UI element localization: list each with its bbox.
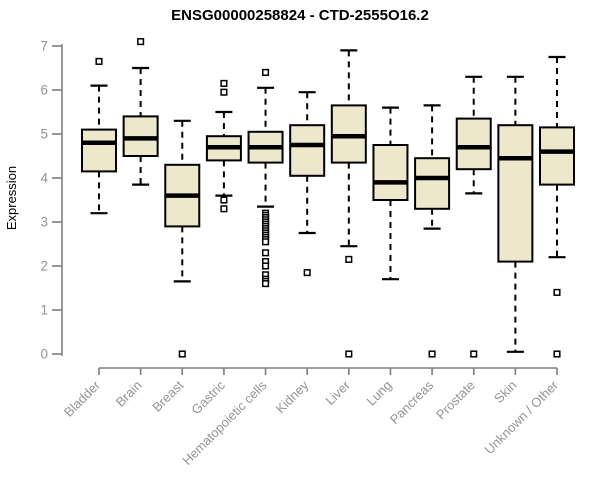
outlier-point bbox=[261, 262, 270, 270]
x-tick-label-pancreas: Pancreas bbox=[387, 377, 437, 427]
outlier-point bbox=[220, 88, 228, 96]
iqr-box bbox=[372, 144, 409, 201]
box-group-gastric bbox=[205, 79, 242, 213]
outlier-point bbox=[303, 269, 311, 277]
y-tick-label: 6 bbox=[40, 83, 48, 98]
outlier-point bbox=[220, 196, 228, 204]
outlier-point bbox=[220, 79, 228, 87]
box-group-bladder bbox=[81, 57, 117, 215]
box-group-lung bbox=[372, 106, 409, 281]
y-tick-label: 1 bbox=[40, 303, 48, 318]
y-tick-label: 5 bbox=[40, 127, 48, 142]
iqr-box bbox=[497, 124, 534, 263]
outlier-point bbox=[345, 350, 353, 358]
box-group-pancreas bbox=[414, 104, 451, 358]
iqr-box bbox=[289, 124, 326, 177]
y-tick-label: 4 bbox=[40, 171, 48, 186]
y-tick-label: 0 bbox=[40, 347, 48, 362]
box-group-unknown-other bbox=[539, 55, 575, 358]
outlier-point bbox=[261, 68, 270, 76]
y-axis-title: Expression bbox=[4, 166, 19, 230]
x-tick-label-prostate: Prostate bbox=[433, 378, 478, 423]
iqr-box bbox=[539, 126, 575, 186]
box-group-liver bbox=[330, 49, 367, 358]
box-group-brain bbox=[122, 38, 159, 186]
outlier-point bbox=[261, 280, 270, 288]
outlier-point bbox=[470, 350, 478, 358]
outlier-point bbox=[95, 57, 103, 65]
x-tick-label-bladder: Bladder bbox=[61, 377, 104, 420]
x-tick-label-gastric: Gastric bbox=[188, 377, 228, 417]
box-group-breast bbox=[164, 119, 201, 358]
box-group-prostate bbox=[455, 75, 492, 358]
outlier-point bbox=[553, 288, 561, 296]
chart-title: ENSG00000258824 - CTD-2555O16.2 bbox=[171, 7, 429, 24]
outlier-point bbox=[261, 249, 270, 257]
box-group-hematopoietic-cells bbox=[247, 68, 284, 288]
outlier-point bbox=[553, 350, 561, 358]
outlier-point bbox=[220, 205, 228, 213]
outlier-point bbox=[178, 350, 186, 358]
y-tick-label: 7 bbox=[40, 39, 48, 54]
x-tick-label-breast: Breast bbox=[149, 377, 186, 414]
x-tick-label-unknown-other: Unknown / Other bbox=[482, 377, 562, 457]
box-group-skin bbox=[497, 75, 534, 353]
x-tick-label-liver: Liver bbox=[322, 377, 353, 408]
outlier-point bbox=[428, 350, 436, 358]
y-tick-label: 3 bbox=[40, 215, 48, 230]
iqr-box bbox=[81, 128, 117, 173]
x-tick-label-kidney: Kidney bbox=[273, 377, 312, 416]
x-tick-label-skin: Skin bbox=[491, 378, 519, 406]
outlier-point bbox=[261, 238, 270, 246]
box-group-kidney bbox=[289, 91, 326, 277]
outlier-point bbox=[137, 38, 145, 46]
y-tick-label: 2 bbox=[40, 259, 48, 274]
x-tick-label-brain: Brain bbox=[113, 378, 145, 410]
outlier-point bbox=[345, 255, 353, 263]
x-tick-label-lung: Lung bbox=[364, 378, 395, 409]
iqr-box bbox=[414, 157, 451, 210]
iqr-box bbox=[455, 117, 492, 171]
